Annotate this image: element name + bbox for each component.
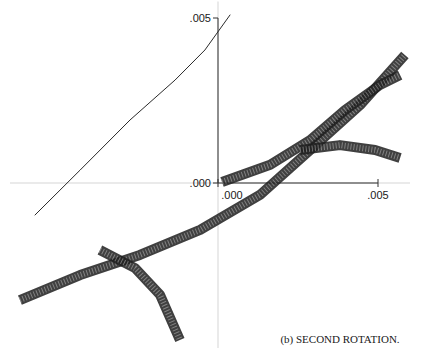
y-tick [213, 18, 218, 19]
caption: (b) SECOND ROTATION. [280, 333, 399, 346]
orbit-band [300, 145, 400, 158]
y-tick-label: .005 [190, 12, 211, 24]
x-axis [218, 183, 378, 184]
x-tick [378, 179, 379, 187]
y-axis-range [218, 2, 219, 349]
orbit-band [20, 55, 405, 300]
y-axis [218, 18, 219, 183]
x-tick-label: .000 [221, 189, 242, 201]
orbit-band [222, 75, 400, 182]
plot-area [20, 15, 405, 340]
orbit-band [100, 250, 180, 340]
band-texture [20, 55, 405, 300]
y-tick-label: .000 [190, 177, 211, 189]
chart: .000 .005 .000 .005 (b) SECOND ROTATION. [0, 0, 445, 355]
band-texture [222, 75, 400, 182]
orbit-line [35, 15, 230, 215]
y-tick [213, 183, 218, 184]
band-texture [100, 250, 180, 340]
band-texture [300, 145, 400, 158]
x-tick-label: .005 [367, 189, 388, 201]
